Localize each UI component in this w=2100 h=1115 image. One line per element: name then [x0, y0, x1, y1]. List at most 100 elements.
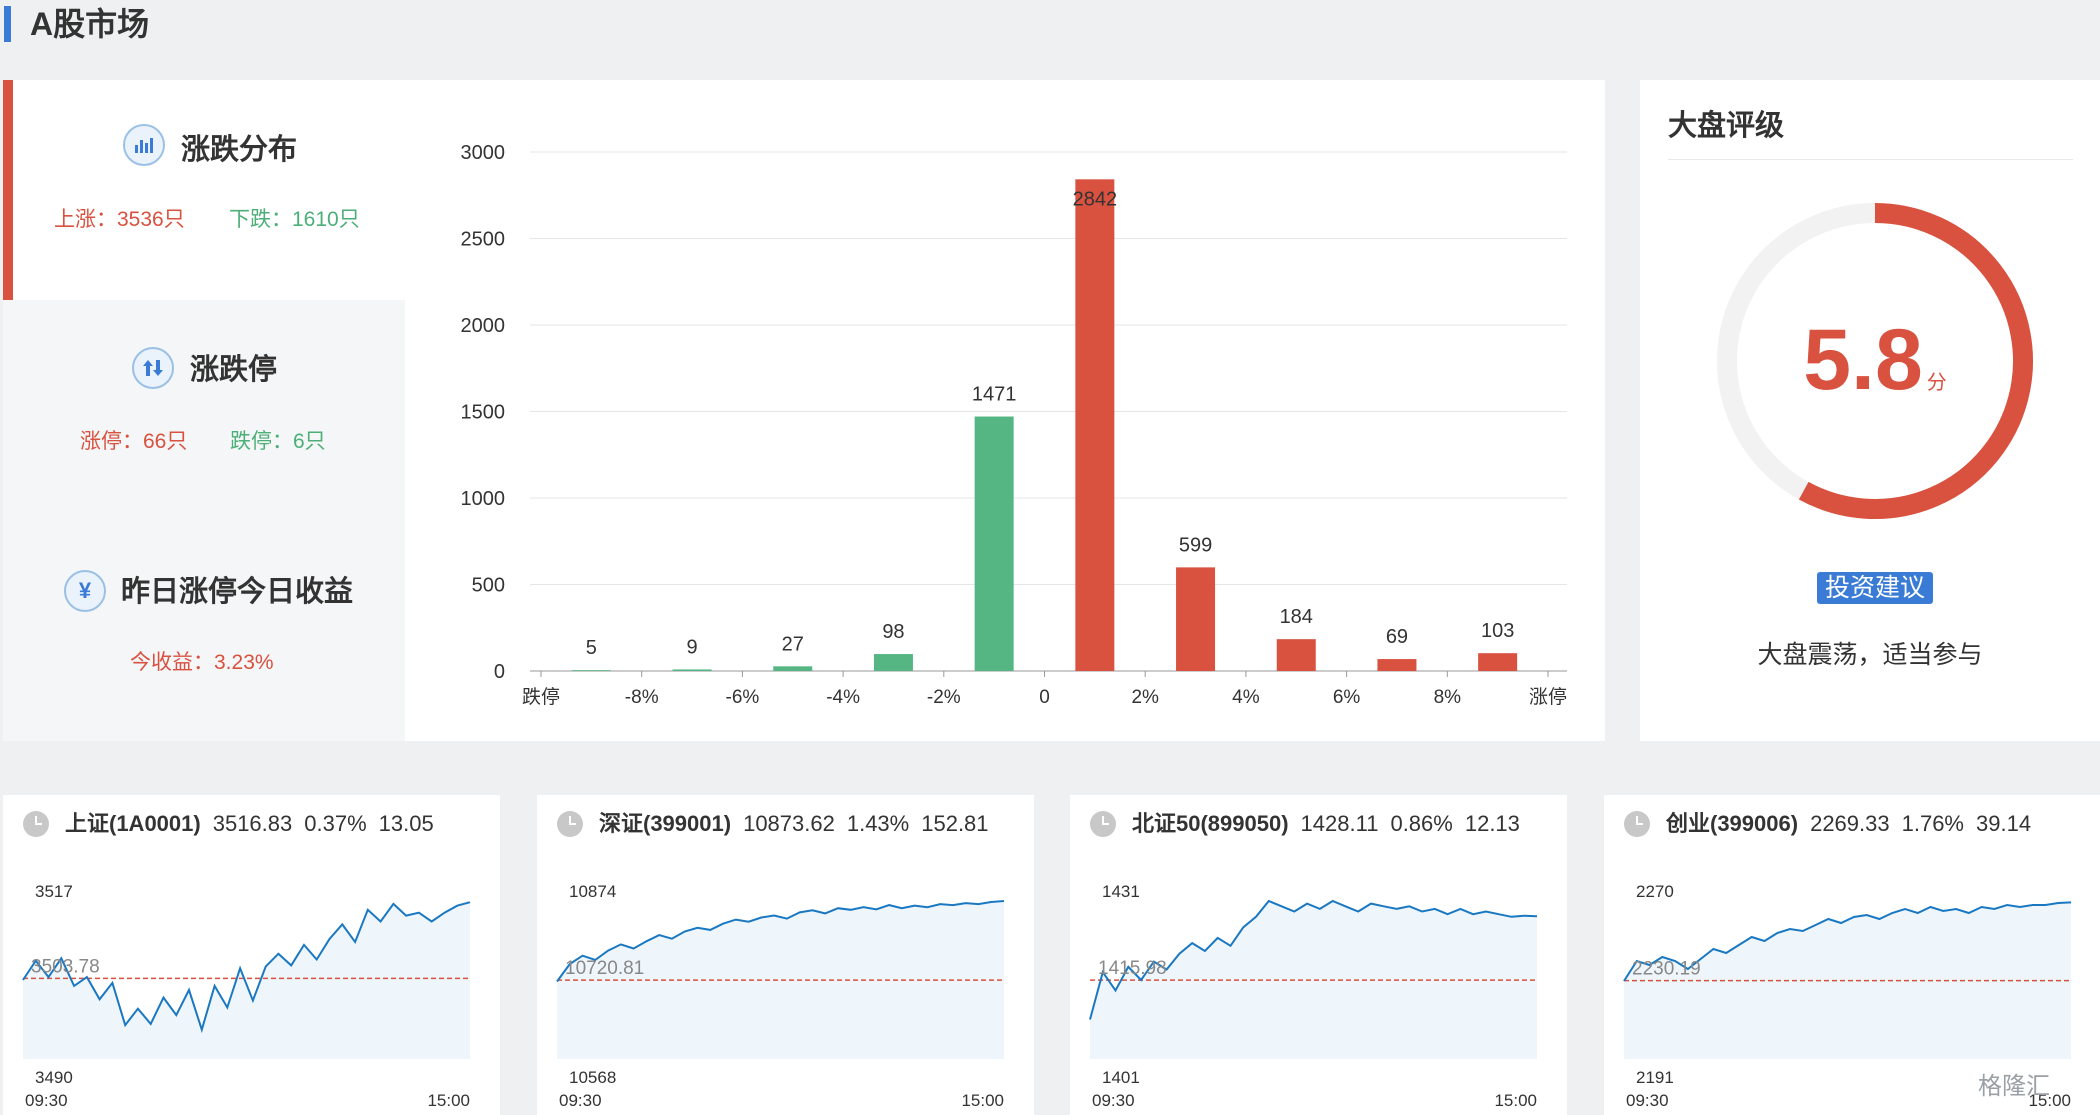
distribution-title: 涨跌分布 [181, 134, 298, 166]
advice-text: 大盘震荡，适当参与 [1757, 641, 1983, 669]
bar-value-label: 2842 [1073, 188, 1118, 210]
rating-score: 5.8 分 [1710, 310, 2040, 435]
index-card[interactable]: 深证(399001) 10873.62 1.43% 152.81 10874 10720… [537, 795, 1034, 1115]
price-area [1090, 901, 1537, 1059]
end-time-label: 15:00 [427, 1091, 470, 1110]
price-line [22, 901, 471, 1034]
y-tick-label: 1500 [461, 402, 506, 424]
bar [1377, 659, 1417, 671]
bar-value-label: 9 [686, 636, 697, 658]
yesterday-title: 昨日涨停今日收益 [121, 576, 354, 608]
investment-advice-badge[interactable]: 投资建议 [1817, 572, 1934, 604]
bar-value-label: 69 [1386, 626, 1408, 648]
index-card[interactable]: 北证50(899050) 1428.11 0.86% 12.13 1431 1415.9… [1070, 795, 1567, 1115]
yen-icon: ¥ [64, 570, 106, 612]
rating-title: 大盘评级 [1668, 110, 1785, 142]
x-tick-label: 8% [1434, 687, 1462, 708]
price-area [1624, 902, 2071, 1059]
bar [773, 666, 813, 671]
bar-value-label: 27 [782, 633, 804, 655]
limit-tab[interactable] [3, 300, 405, 520]
score-unit: 分 [1926, 372, 1947, 394]
index-change: 13.05 [378, 811, 434, 836]
page-title: A股市场 [30, 6, 150, 42]
end-time-label: 15:00 [2028, 1091, 2071, 1110]
high-label: 1431 [1102, 882, 1140, 901]
bar-value-label: 5 [586, 637, 597, 659]
prev-close-label: 10720.81 [565, 958, 644, 979]
low-label: 10568 [569, 1068, 616, 1087]
index-pct: 1.76% [1901, 811, 1964, 836]
prev-close-label: 2230.19 [1632, 959, 1701, 980]
index-price: 2269.33 [1810, 811, 1890, 836]
index-name: 深证(399001) [599, 811, 732, 836]
low-label: 1401 [1102, 1068, 1140, 1087]
bar [873, 654, 913, 671]
x-tick-label: 2% [1131, 687, 1159, 708]
bar-value-label: 599 [1179, 534, 1212, 556]
intraday-chart: 1431 1415.98 1401 09:30 15:00 [1089, 882, 1538, 1110]
yesterday-limit-tab[interactable] [3, 520, 405, 741]
score-value: 5.8 [1803, 312, 1923, 408]
start-time-label: 09:30 [1092, 1091, 1135, 1110]
y-tick-label: 1000 [461, 488, 506, 510]
clock-icon [1090, 811, 1116, 837]
clock-icon [1624, 811, 1650, 837]
watermark: 格隆汇 [1978, 1073, 2050, 1100]
low-label: 3490 [35, 1068, 73, 1087]
clock-icon [23, 811, 49, 837]
index-pct: 0.37% [304, 811, 367, 836]
index-price: 10873.62 [743, 811, 835, 836]
header-accent [4, 6, 11, 42]
index-change: 12.13 [1464, 811, 1520, 836]
bar-value-label: 98 [882, 621, 904, 643]
rating-gauge [1717, 203, 2033, 519]
bar-value-label: 103 [1481, 620, 1514, 642]
x-tick-label: 0 [1039, 687, 1050, 708]
bar [974, 416, 1014, 671]
distribution-tab[interactable] [3, 80, 405, 300]
high-label: 3517 [35, 882, 73, 901]
price-line [1089, 899, 1538, 1020]
page-header [0, 0, 2100, 78]
end-time-label: 15:00 [961, 1091, 1004, 1110]
index-price: 1428.11 [1300, 811, 1379, 836]
prev-close-label: 3503.78 [31, 956, 100, 977]
price-area [557, 901, 1004, 1059]
bar [571, 670, 611, 671]
price-line [556, 900, 1005, 983]
bar [1075, 179, 1115, 672]
x-tick-label: 跌停 [522, 686, 560, 708]
card-header: 深证(399001) 10873.62 1.43% 152.81 [557, 809, 1001, 839]
x-tick-label: 4% [1232, 687, 1260, 708]
y-tick-label: 0 [494, 661, 505, 683]
limit-up-count: 涨停：66只 [80, 430, 188, 453]
intraday-chart: 10874 10720.81 10568 09:30 15:00 [556, 882, 1005, 1110]
x-tick-label: -8% [625, 687, 659, 708]
index-change: 152.81 [921, 811, 989, 836]
active-tab-indicator [3, 80, 13, 300]
up-down-arrows-icon [132, 347, 174, 389]
index-card[interactable]: 创业(399006) 2269.33 1.76% 39.14 2270 2230.19 2… [1604, 795, 2100, 1115]
clock-icon [557, 811, 583, 837]
index-card[interactable]: 上证(1A0001) 3516.83 0.37% 13.05 3517 3503.78 3… [3, 795, 500, 1115]
distribution-bar-chart: 0 500 1000 1500 2000 2500 3000 5 9 27 98 1471 2842 5… [461, 142, 1568, 708]
low-label: 2191 [1636, 1068, 1674, 1087]
y-tick-label: 500 [472, 575, 505, 597]
y-tick-label: 2500 [461, 229, 506, 251]
bar [1176, 567, 1216, 671]
index-name: 上证(1A0001) [65, 811, 201, 836]
high-label: 10874 [569, 882, 616, 901]
x-tick-label: -4% [826, 687, 860, 708]
end-time-label: 15:00 [1494, 1091, 1537, 1110]
intraday-chart: 3517 3503.78 3490 09:30 15:00 [22, 882, 471, 1110]
prev-close-label: 1415.98 [1098, 958, 1167, 979]
x-tick-label: -6% [726, 687, 760, 708]
index-price: 3516.83 [212, 811, 293, 836]
card-header: 北证50(899050) 1428.11 0.86% 12.13 [1090, 809, 1532, 839]
y-tick-label: 2000 [461, 315, 506, 337]
bar [1478, 653, 1518, 671]
down-count: 下跌：1610只 [229, 208, 360, 231]
bar-value-label: 1471 [972, 384, 1017, 406]
price-line [1623, 901, 2072, 982]
